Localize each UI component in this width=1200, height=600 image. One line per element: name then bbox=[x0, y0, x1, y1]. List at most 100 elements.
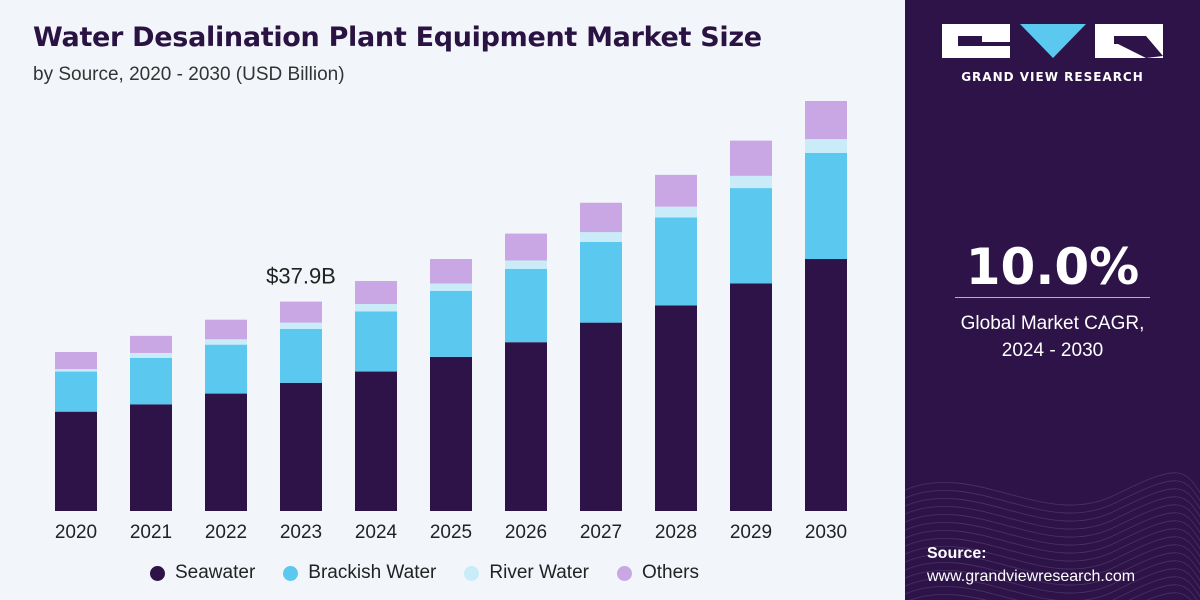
x-tick-label: 2029 bbox=[730, 522, 772, 543]
source-link[interactable]: www.grandviewresearch.com bbox=[927, 568, 1136, 585]
chart-subtitle: by Source, 2020 - 2030 (USD Billion) bbox=[33, 64, 345, 85]
wave-line bbox=[905, 560, 1200, 594]
bar-seawater-2026 bbox=[505, 342, 547, 511]
bar-others-2022 bbox=[205, 319, 247, 340]
bar-others-2020 bbox=[55, 351, 97, 370]
bar-brackish-water-2029 bbox=[730, 188, 772, 284]
x-tick-label: 2023 bbox=[280, 522, 322, 543]
bar-brackish-water-2030 bbox=[805, 152, 847, 260]
bar-seawater-2021 bbox=[130, 404, 172, 511]
bar-others-2030 bbox=[805, 100, 847, 140]
legend-label: Seawater bbox=[175, 562, 256, 583]
bar-others-2023 bbox=[280, 301, 322, 323]
wave-line bbox=[905, 496, 1200, 530]
legend-swatch bbox=[150, 565, 165, 581]
wave-line bbox=[905, 528, 1200, 562]
bar-brackish-water-2026 bbox=[505, 268, 547, 343]
chart-legend: Seawater Brackish Water River Water Others bbox=[150, 562, 727, 584]
bar-seawater-2023 bbox=[280, 382, 322, 511]
x-tick-label: 2024 bbox=[355, 522, 398, 543]
bar-river-water-2026 bbox=[505, 260, 547, 269]
wave-line bbox=[905, 536, 1200, 570]
wave-line bbox=[909, 584, 1198, 600]
bar-seawater-2020 bbox=[55, 411, 97, 511]
wave-line bbox=[905, 520, 1200, 554]
cagr-label-line2: 2024 - 2030 bbox=[1001, 340, 1104, 361]
bar-brackish-water-2024 bbox=[355, 311, 397, 372]
legend-swatch bbox=[616, 565, 632, 581]
x-tick-label: 2030 bbox=[805, 522, 847, 543]
bar-seawater-2024 bbox=[355, 371, 397, 511]
wave-line bbox=[905, 480, 1200, 514]
bar-brackish-water-2023 bbox=[280, 328, 322, 383]
bar-river-water-2024 bbox=[355, 304, 397, 312]
bar-river-water-2028 bbox=[655, 206, 697, 218]
legend-item-others: Others bbox=[616, 562, 700, 584]
wave-line bbox=[905, 552, 1200, 586]
chart-area: Water Desalination Plant Equipment Marke… bbox=[0, 0, 905, 600]
legend-swatch bbox=[283, 565, 299, 581]
wave-line bbox=[905, 544, 1200, 578]
cagr-description: Global Market CAGR, 2024 - 2030 bbox=[905, 310, 1200, 364]
x-tick-label: 2026 bbox=[505, 522, 547, 543]
bar-river-water-2022 bbox=[205, 339, 247, 345]
bar-river-water-2030 bbox=[805, 139, 847, 153]
bar-brackish-water-2027 bbox=[580, 241, 622, 323]
wave-line bbox=[905, 472, 1200, 506]
legend-item-brackish-water: Brackish Water bbox=[283, 562, 436, 584]
cagr-value: 10.0% bbox=[965, 238, 1140, 296]
x-tick-label: 2027 bbox=[580, 522, 622, 543]
bar-river-water-2029 bbox=[730, 175, 772, 189]
bar-river-water-2023 bbox=[280, 322, 322, 329]
x-tick-label: 2021 bbox=[130, 522, 172, 543]
wave-line bbox=[905, 568, 1200, 600]
stacked-bar-chart: 2020 2021 2022 2023 $37.9B 2024 2025 2026 2027 20… bbox=[55, 100, 847, 543]
legend-label: Brackish Water bbox=[308, 562, 437, 583]
bar-others-2021 bbox=[130, 335, 172, 353]
bar-seawater-2027 bbox=[580, 322, 622, 512]
brand-name: GRAND VIEW RESEARCH bbox=[961, 70, 1144, 84]
gvr-logo-icon bbox=[942, 24, 1163, 58]
legend-label: Others bbox=[641, 562, 700, 583]
wave-line bbox=[905, 512, 1200, 546]
wave-line bbox=[1146, 592, 1192, 600]
bar-brackish-water-2028 bbox=[655, 217, 697, 306]
x-tick-label: 2022 bbox=[205, 522, 247, 543]
bar-river-water-2027 bbox=[580, 232, 622, 242]
bar-brackish-water-2021 bbox=[130, 357, 172, 405]
wave-line bbox=[905, 504, 1200, 538]
bar-river-water-2021 bbox=[130, 352, 172, 358]
bar-brackish-water-2025 bbox=[430, 290, 472, 357]
bar-seawater-2022 bbox=[205, 393, 247, 511]
bar-seawater-2025 bbox=[430, 356, 472, 512]
legend-item-seawater: Seawater bbox=[150, 562, 255, 584]
bar-others-2028 bbox=[655, 174, 697, 207]
legend-swatch bbox=[464, 565, 480, 581]
bar-seawater-2028 bbox=[655, 305, 697, 511]
bar-river-water-2020 bbox=[55, 369, 97, 372]
wave-line bbox=[905, 576, 1200, 600]
bar-others-2025 bbox=[430, 259, 472, 284]
cagr-divider bbox=[955, 297, 1150, 298]
info-panel: GRAND VIEW RESEARCH 10.0% Global Market … bbox=[905, 0, 1200, 600]
bar-others-2026 bbox=[505, 233, 547, 261]
wave-pattern-decoration bbox=[905, 472, 1200, 600]
bar-others-2024 bbox=[355, 281, 397, 305]
x-tick-label: 2020 bbox=[55, 522, 97, 543]
wave-line bbox=[905, 488, 1200, 522]
legend-label: River Water bbox=[489, 562, 589, 583]
bar-seawater-2030 bbox=[805, 259, 847, 511]
bar-others-2029 bbox=[730, 140, 772, 176]
source-label: Source: bbox=[927, 545, 987, 562]
bar-brackish-water-2022 bbox=[205, 344, 247, 394]
bar-brackish-water-2020 bbox=[55, 371, 97, 412]
bar-seawater-2029 bbox=[730, 283, 772, 511]
x-tick-label: 2025 bbox=[430, 522, 472, 543]
cagr-label-line1: Global Market CAGR, bbox=[960, 313, 1145, 334]
chart-title: Water Desalination Plant Equipment Marke… bbox=[33, 22, 762, 53]
data-label-2023: $37.9B bbox=[266, 264, 336, 289]
x-tick-label: 2028 bbox=[655, 522, 697, 543]
legend-item-river-water: River Water bbox=[464, 562, 589, 584]
bar-others-2027 bbox=[580, 202, 622, 233]
bar-river-water-2025 bbox=[430, 283, 472, 291]
